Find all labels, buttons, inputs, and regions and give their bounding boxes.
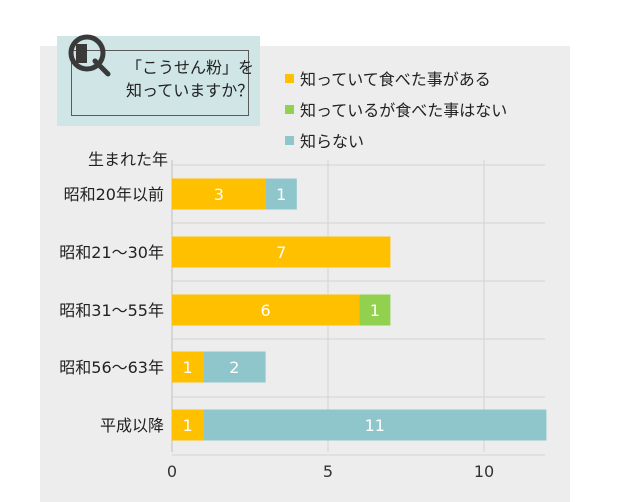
bar-value-label: 1	[370, 301, 380, 320]
question-frame	[71, 50, 249, 116]
bar-segment	[359, 294, 391, 326]
bar-value-label: 1	[183, 358, 193, 377]
category-label: 昭和21～30年	[59, 243, 164, 262]
category-label: 昭和31～55年	[59, 301, 164, 320]
question-q-icon	[68, 34, 111, 77]
x-tick-label: 5	[323, 462, 333, 481]
bar-segment	[172, 294, 360, 326]
category-label: 昭和20年以前	[64, 185, 164, 204]
legend-label-ate: 知っていて食べた事がある	[300, 70, 491, 89]
legend-item-ate: 知っていて食べた事がある	[285, 68, 491, 89]
legend-swatch-ate	[285, 73, 294, 83]
bar-segment	[172, 178, 266, 210]
bar-segment	[172, 351, 204, 383]
bar-value-label: 1	[276, 185, 286, 204]
legend-swatch-known-not-eaten	[285, 104, 294, 114]
legend-label-known-not-eaten: 知っているが食べた事はない	[300, 101, 508, 120]
bar-value-label: 2	[229, 358, 239, 377]
legend-label-unknown: 知らない	[300, 132, 365, 151]
legend-item-known-not-eaten: 知っているが食べた事はない	[285, 99, 508, 120]
x-tick-label: 0	[167, 462, 177, 481]
bar-value-label: 7	[276, 243, 286, 262]
bar-segment	[203, 351, 266, 383]
category-label: 平成以降	[100, 416, 164, 435]
question-box	[57, 36, 260, 126]
question-line-1: 「こうせん粉」を	[126, 58, 255, 77]
bar-value-label: 6	[261, 301, 271, 320]
x-tick-label: 10	[474, 462, 494, 481]
bar-segment	[203, 409, 547, 441]
y-axis-title: 生まれた年	[88, 150, 169, 169]
bar-value-label: 1	[183, 416, 193, 435]
bar-value-label: 3	[214, 185, 224, 204]
category-label: 昭和56～63年	[59, 358, 164, 377]
bar-segment	[172, 409, 204, 441]
question-line-2: 知っていますか？	[126, 81, 254, 100]
bar-value-label: 11	[365, 416, 385, 435]
bar-segment	[172, 236, 391, 268]
legend-item-unknown: 知らない	[285, 130, 365, 151]
legend-swatch-unknown	[285, 135, 294, 145]
bar-segment	[265, 178, 297, 210]
